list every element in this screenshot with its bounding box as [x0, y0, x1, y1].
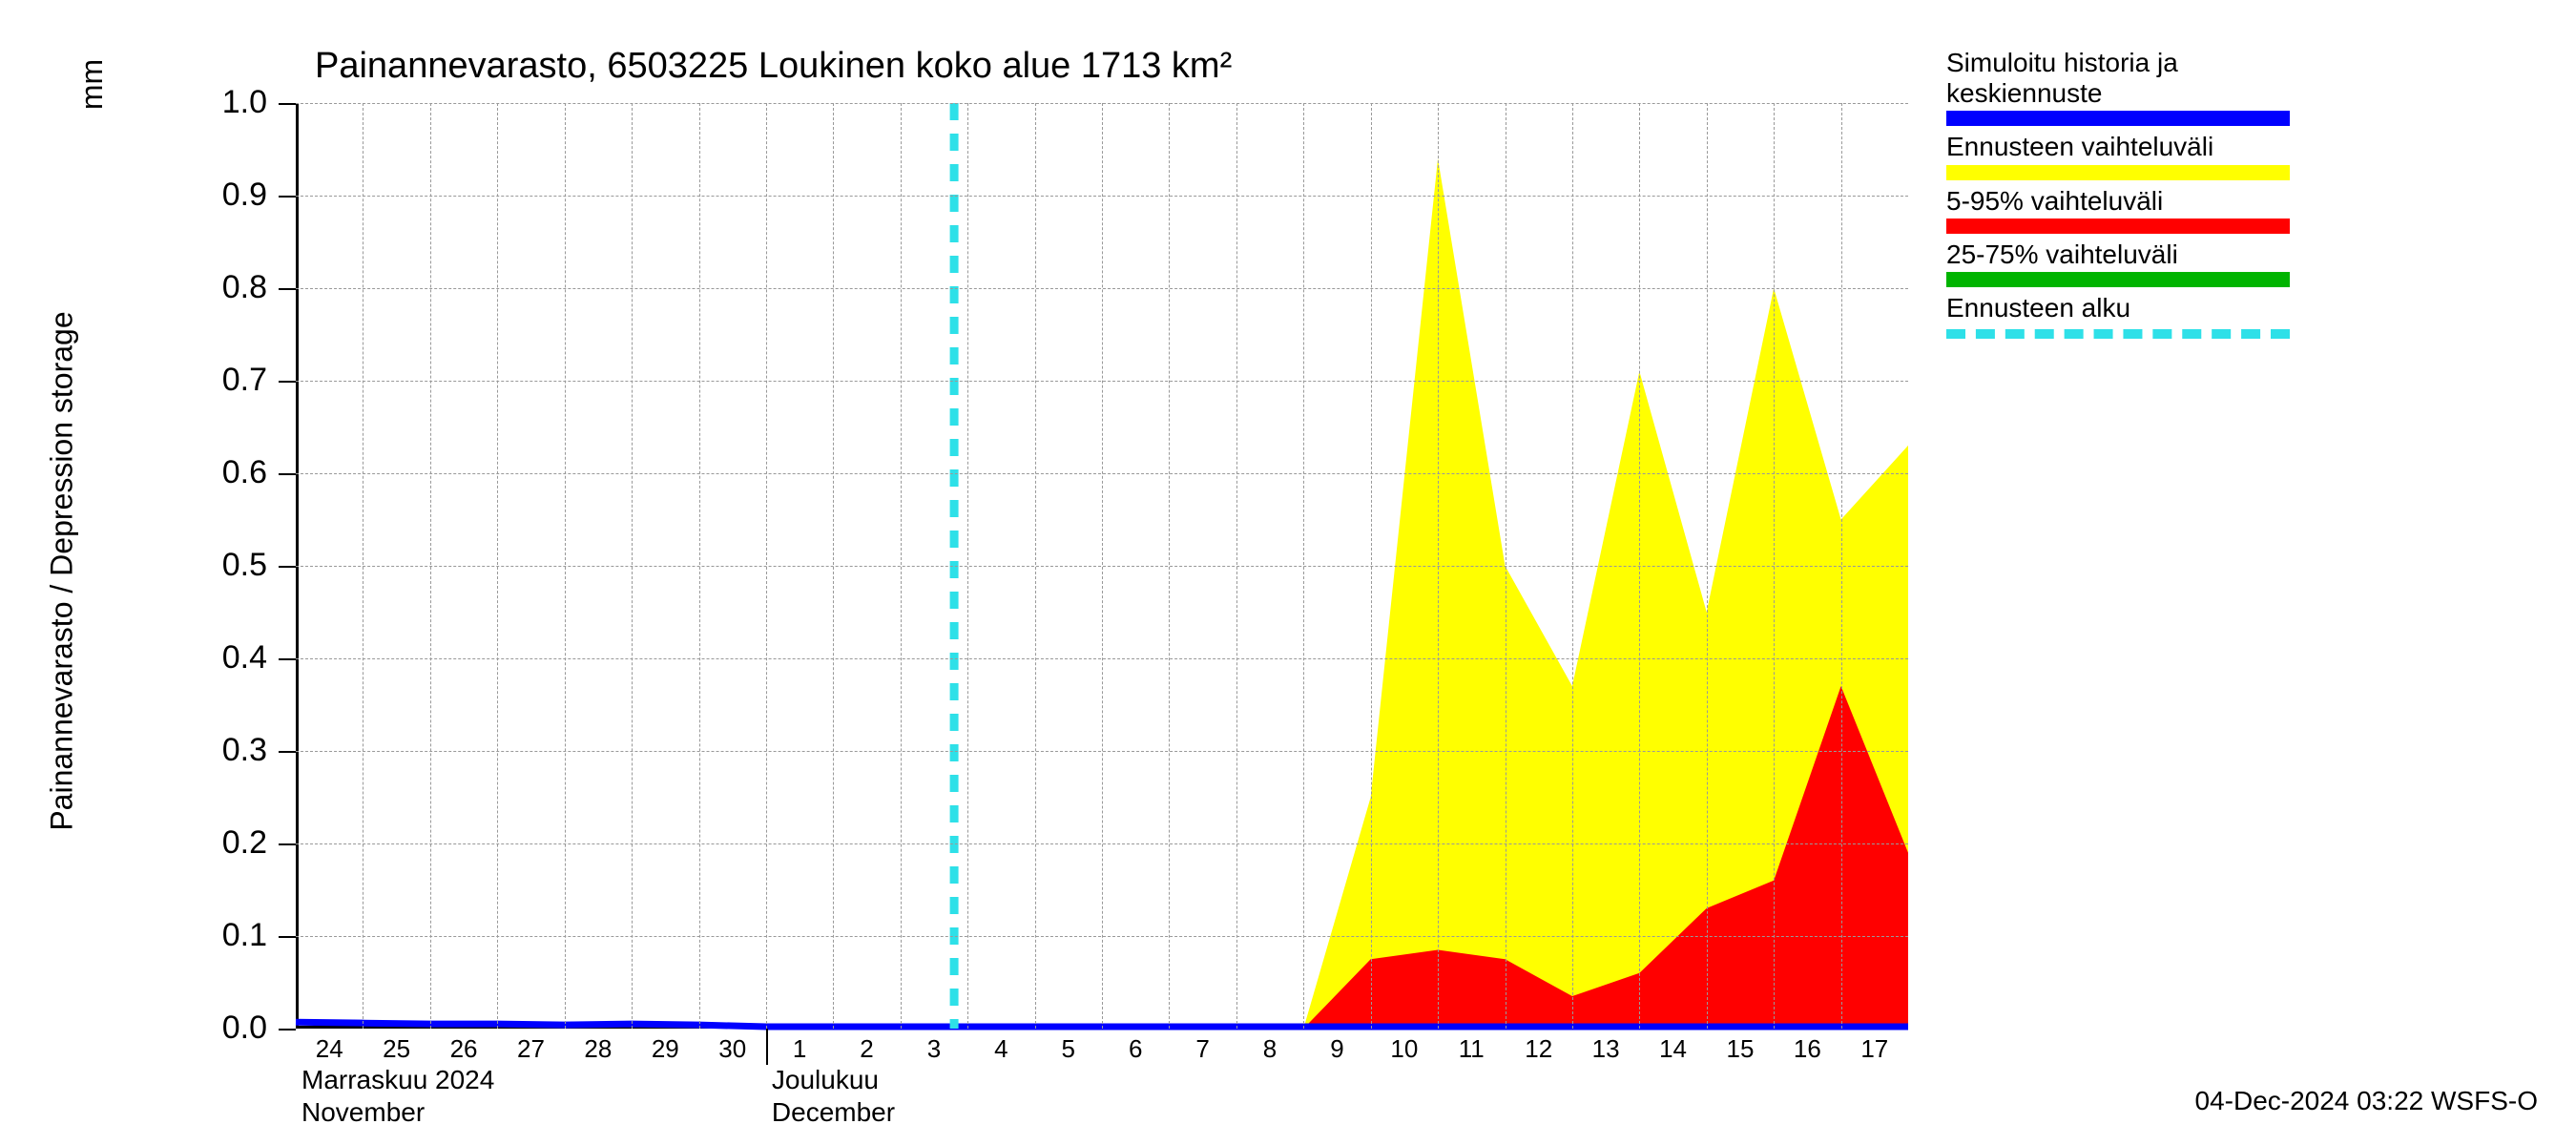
x-tick-label: 2	[860, 1034, 873, 1064]
x-tick-label: 27	[517, 1034, 545, 1064]
x-tick-label: 17	[1860, 1034, 1888, 1064]
y-tick	[279, 751, 296, 753]
gridline-vertical	[363, 103, 364, 1029]
legend-label: 25-75% vaihteluväli	[1946, 239, 2290, 270]
legend-item: Simuloitu historia jakeskiennuste	[1946, 48, 2290, 126]
legend: Simuloitu historia jakeskiennuste Ennuste…	[1946, 48, 2290, 344]
gridline-vertical	[1707, 103, 1708, 1029]
gridline-vertical	[1035, 103, 1036, 1029]
x-tick-label: 9	[1330, 1034, 1343, 1064]
y-tick-label: 0.2	[191, 824, 267, 862]
legend-item: Ennusteen vaihteluväli	[1946, 132, 2290, 179]
x-tick-label: 24	[316, 1034, 343, 1064]
x-tick-label: 26	[450, 1034, 478, 1064]
y-tick	[279, 103, 296, 105]
gridline-vertical	[1639, 103, 1640, 1029]
y-tick	[279, 658, 296, 660]
gridline-vertical	[1371, 103, 1372, 1029]
gridline-vertical	[1774, 103, 1775, 1029]
gridline-vertical	[901, 103, 902, 1029]
legend-item: 25-75% vaihteluväli	[1946, 239, 2290, 287]
y-tick	[279, 1029, 296, 1030]
x-tick-label: 25	[383, 1034, 410, 1064]
y-tick	[279, 843, 296, 845]
y-tick-label: 0.1	[191, 917, 267, 954]
month-label-en: December	[772, 1097, 895, 1128]
y-tick-label: 0.0	[191, 1010, 267, 1047]
gridline-vertical	[1169, 103, 1170, 1029]
x-tick-label: 11	[1459, 1034, 1485, 1064]
x-tick-label: 29	[652, 1034, 679, 1064]
y-tick	[279, 936, 296, 938]
y-tick-label: 1.0	[191, 84, 267, 121]
legend-label: keskiennuste	[1946, 78, 2290, 109]
legend-label: Simuloitu historia ja	[1946, 48, 2290, 78]
x-tick-label: 4	[994, 1034, 1008, 1064]
y-tick-label: 0.8	[191, 269, 267, 306]
gridline-vertical	[565, 103, 566, 1029]
month-separator	[766, 1029, 768, 1065]
x-tick-label: 14	[1659, 1034, 1687, 1064]
y-tick	[279, 196, 296, 198]
legend-swatch	[1946, 111, 2290, 126]
footer-timestamp: 04-Dec-2024 03:22 WSFS-O	[2195, 1086, 2539, 1116]
gridline-vertical	[430, 103, 431, 1029]
x-tick-label: 10	[1390, 1034, 1418, 1064]
legend-swatch	[1946, 219, 2290, 234]
y-tick	[279, 566, 296, 568]
x-tick-label: 8	[1263, 1034, 1277, 1064]
gridline-vertical	[497, 103, 498, 1029]
gridline-vertical	[1841, 103, 1842, 1029]
x-tick-label: 28	[584, 1034, 612, 1064]
x-tick-label: 30	[718, 1034, 746, 1064]
gridline-vertical	[967, 103, 968, 1029]
x-tick-label: 6	[1129, 1034, 1142, 1064]
gridline-vertical	[1303, 103, 1304, 1029]
gridline-vertical	[766, 103, 767, 1029]
y-tick	[279, 288, 296, 290]
gridline-vertical	[1438, 103, 1439, 1029]
gridline-vertical	[833, 103, 834, 1029]
y-tick-label: 0.4	[191, 639, 267, 677]
gridline-vertical	[1102, 103, 1103, 1029]
x-tick-label: 12	[1525, 1034, 1552, 1064]
y-tick	[279, 381, 296, 383]
legend-label: Ennusteen vaihteluväli	[1946, 132, 2290, 162]
gridline-vertical	[1572, 103, 1573, 1029]
gridline-vertical	[632, 103, 633, 1029]
x-tick-label: 13	[1592, 1034, 1620, 1064]
legend-label: Ennusteen alku	[1946, 293, 2290, 323]
y-tick-label: 0.3	[191, 732, 267, 769]
x-tick-label: 5	[1062, 1034, 1075, 1064]
y-tick	[279, 473, 296, 475]
legend-swatch	[1946, 165, 2290, 180]
month-label-fi: Marraskuu 2024	[301, 1065, 494, 1095]
x-tick-label: 1	[793, 1034, 806, 1064]
y-tick-label: 0.9	[191, 177, 267, 214]
x-tick-label: 3	[927, 1034, 941, 1064]
chart-container: Painannevarasto / Depression storage mm …	[0, 0, 2576, 1145]
x-tick-label: 7	[1195, 1034, 1209, 1064]
month-label-en: November	[301, 1097, 425, 1128]
legend-swatch	[1946, 272, 2290, 287]
legend-item: 5-95% vaihteluväli	[1946, 186, 2290, 234]
x-tick-label: 15	[1726, 1034, 1754, 1064]
y-tick-label: 0.6	[191, 454, 267, 491]
gridline-vertical	[1236, 103, 1237, 1029]
legend-item: Ennusteen alku	[1946, 293, 2290, 339]
gridline-vertical	[699, 103, 700, 1029]
y-tick-label: 0.5	[191, 547, 267, 584]
y-tick-label: 0.7	[191, 362, 267, 399]
month-label-fi: Joulukuu	[772, 1065, 879, 1095]
x-tick-label: 16	[1794, 1034, 1821, 1064]
legend-swatch	[1946, 329, 2290, 339]
legend-label: 5-95% vaihteluväli	[1946, 186, 2290, 217]
